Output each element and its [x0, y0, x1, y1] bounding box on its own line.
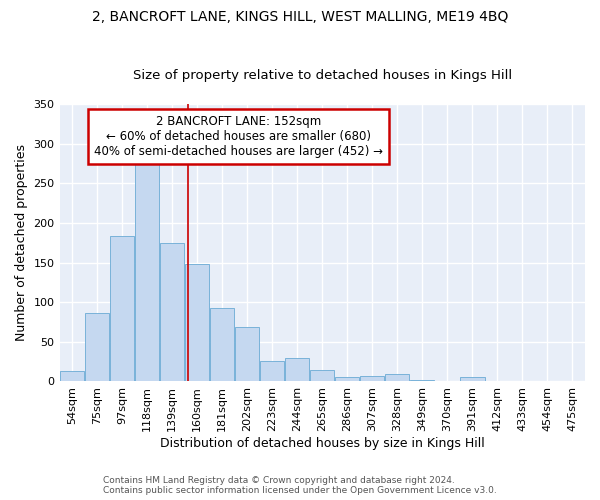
Text: Contains HM Land Registry data © Crown copyright and database right 2024.
Contai: Contains HM Land Registry data © Crown c…: [103, 476, 497, 495]
Bar: [110, 236, 134, 382]
Bar: [85, 314, 109, 382]
Bar: [210, 308, 235, 382]
Text: 2, BANCROFT LANE, KINGS HILL, WEST MALLING, ME19 4BQ: 2, BANCROFT LANE, KINGS HILL, WEST MALLI…: [92, 10, 508, 24]
Bar: [135, 152, 159, 382]
Y-axis label: Number of detached properties: Number of detached properties: [15, 144, 28, 341]
Bar: [260, 361, 284, 382]
Bar: [310, 370, 334, 382]
Bar: [285, 358, 310, 382]
Bar: [160, 242, 184, 382]
Bar: [360, 376, 385, 382]
Title: Size of property relative to detached houses in Kings Hill: Size of property relative to detached ho…: [133, 69, 512, 82]
Text: 2 BANCROFT LANE: 152sqm
← 60% of detached houses are smaller (680)
40% of semi-d: 2 BANCROFT LANE: 152sqm ← 60% of detache…: [94, 115, 383, 158]
Bar: [460, 376, 485, 382]
Bar: [385, 374, 409, 382]
Bar: [235, 327, 259, 382]
Bar: [335, 376, 359, 382]
X-axis label: Distribution of detached houses by size in Kings Hill: Distribution of detached houses by size …: [160, 437, 485, 450]
Bar: [185, 264, 209, 382]
Bar: [60, 371, 84, 382]
Bar: [410, 380, 434, 382]
